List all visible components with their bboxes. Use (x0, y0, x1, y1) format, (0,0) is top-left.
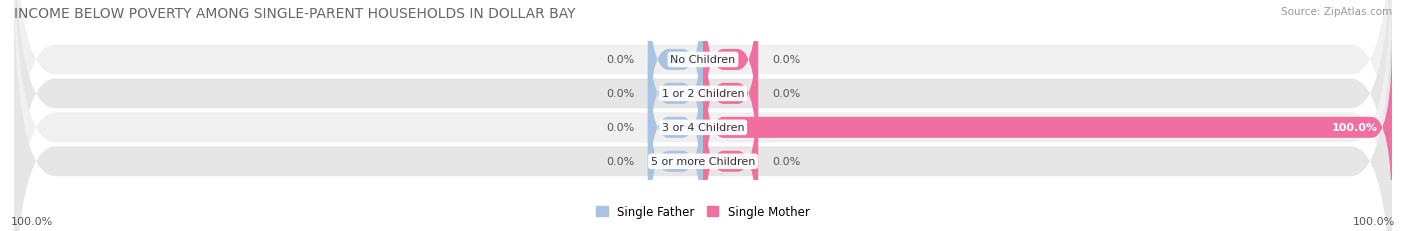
FancyBboxPatch shape (14, 0, 1392, 231)
FancyBboxPatch shape (14, 0, 1392, 231)
Text: 0.0%: 0.0% (606, 89, 634, 99)
Text: 100.0%: 100.0% (11, 216, 53, 226)
FancyBboxPatch shape (703, 0, 758, 151)
FancyBboxPatch shape (648, 37, 703, 219)
FancyBboxPatch shape (648, 3, 703, 185)
Text: 0.0%: 0.0% (772, 89, 800, 99)
Text: 100.0%: 100.0% (1331, 123, 1378, 133)
Text: No Children: No Children (671, 55, 735, 65)
FancyBboxPatch shape (14, 0, 1392, 231)
FancyBboxPatch shape (703, 37, 1392, 219)
Text: 5 or more Children: 5 or more Children (651, 157, 755, 167)
Text: 1 or 2 Children: 1 or 2 Children (662, 89, 744, 99)
Text: 0.0%: 0.0% (772, 55, 800, 65)
FancyBboxPatch shape (648, 0, 703, 151)
FancyBboxPatch shape (703, 3, 758, 185)
Text: 0.0%: 0.0% (606, 123, 634, 133)
Text: INCOME BELOW POVERTY AMONG SINGLE-PARENT HOUSEHOLDS IN DOLLAR BAY: INCOME BELOW POVERTY AMONG SINGLE-PARENT… (14, 7, 575, 21)
Text: 0.0%: 0.0% (606, 55, 634, 65)
FancyBboxPatch shape (648, 71, 703, 231)
Text: Source: ZipAtlas.com: Source: ZipAtlas.com (1281, 7, 1392, 17)
Text: 0.0%: 0.0% (772, 157, 800, 167)
Text: 100.0%: 100.0% (1353, 216, 1395, 226)
Legend: Single Father, Single Mother: Single Father, Single Mother (592, 201, 814, 223)
FancyBboxPatch shape (14, 0, 1392, 231)
Text: 3 or 4 Children: 3 or 4 Children (662, 123, 744, 133)
FancyBboxPatch shape (703, 71, 758, 231)
Text: 0.0%: 0.0% (606, 157, 634, 167)
